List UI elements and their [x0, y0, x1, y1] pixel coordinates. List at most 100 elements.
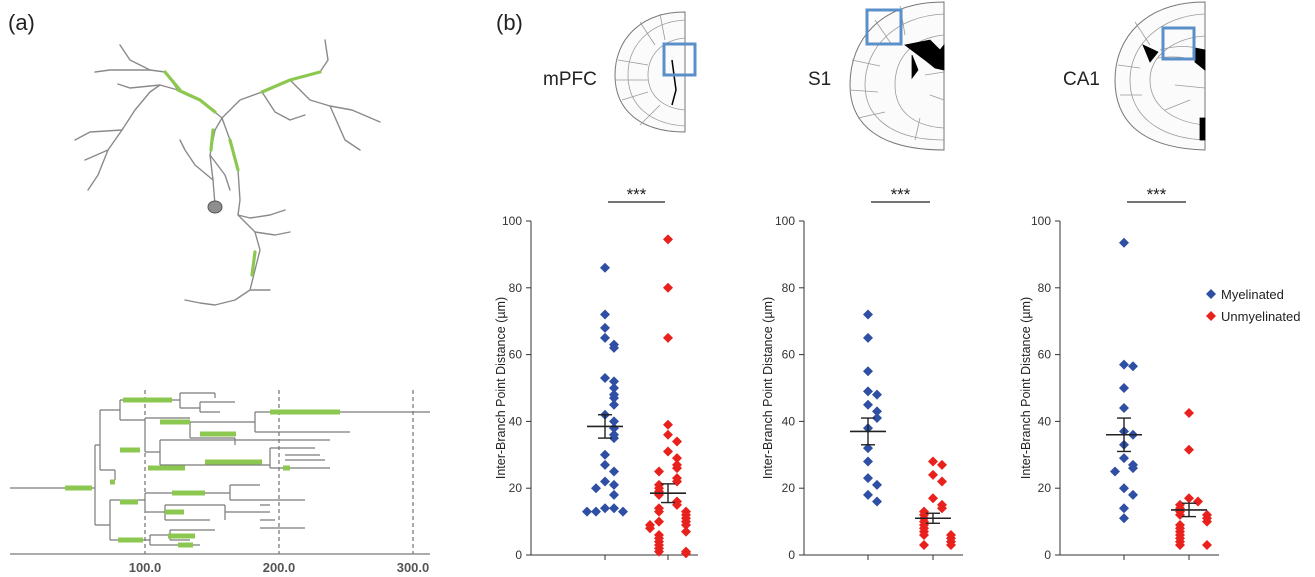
y-tick-label: 20	[782, 481, 796, 495]
data-point-myelinated	[609, 399, 619, 410]
y-tick-label: 100	[1031, 214, 1051, 228]
data-point-unmyelinated	[1184, 408, 1194, 419]
significance-label: ***	[891, 185, 911, 204]
data-point-myelinated	[863, 366, 873, 377]
data-point-unmyelinated	[919, 539, 929, 550]
data-point-myelinated	[863, 456, 873, 467]
data-point-unmyelinated	[1184, 444, 1194, 455]
legend-item-unmyelinated: Unmyelinated	[1206, 309, 1301, 324]
data-point-myelinated	[609, 489, 619, 500]
data-point-myelinated	[863, 309, 873, 320]
data-point-myelinated	[872, 389, 882, 400]
scatter-plots: 0 20 40 60 80 100 Inter-Branch Point Distance …	[494, 185, 1219, 562]
data-point-myelinated	[609, 383, 619, 393]
data-point-unmyelinated	[654, 489, 664, 500]
data-point-myelinated	[618, 506, 628, 517]
data-point-unmyelinated	[937, 476, 947, 487]
data-point-unmyelinated	[681, 548, 691, 559]
data-point-myelinated	[1119, 453, 1129, 464]
y-tick-label: 40	[1038, 414, 1052, 428]
data-point-unmyelinated	[654, 506, 664, 517]
data-point-unmyelinated	[1175, 539, 1185, 550]
y-tick-label: 80	[509, 281, 523, 295]
dendrogram-tick-100: 100.0	[129, 560, 162, 575]
data-point-unmyelinated	[1202, 516, 1212, 527]
data-point-myelinated	[591, 506, 601, 517]
significance-label: ***	[627, 185, 647, 204]
data-point-myelinated	[1128, 463, 1138, 474]
data-point-myelinated	[609, 466, 619, 477]
data-point-unmyelinated	[654, 466, 664, 477]
data-point-unmyelinated	[1184, 493, 1194, 504]
data-point-myelinated	[872, 496, 882, 507]
legend: Myelinated Unmyelinated	[1206, 287, 1301, 324]
data-point-unmyelinated	[654, 516, 664, 527]
y-tick-label: 80	[1038, 281, 1052, 295]
data-point-myelinated	[591, 483, 601, 494]
data-point-myelinated	[582, 506, 592, 517]
roi-box-mpfc	[662, 42, 697, 77]
data-point-myelinated	[872, 479, 882, 490]
dendrogram-tick-300: 300.0	[397, 560, 430, 575]
data-point-unmyelinated	[663, 234, 673, 245]
scatter-plot-mpfc: 0 20 40 60 80 100 Inter-Branch Point Distance …	[494, 185, 698, 562]
roi-box-ca1	[1161, 26, 1196, 61]
data-point-myelinated	[600, 372, 610, 383]
data-point-unmyelinated	[663, 332, 673, 343]
y-tick-label: 100	[502, 214, 522, 228]
legend-label-unmyelinated: Unmyelinated	[1221, 309, 1301, 324]
data-point-unmyelinated	[1202, 539, 1212, 550]
significance-label: ***	[1147, 185, 1167, 204]
y-tick-label: 0	[788, 548, 795, 562]
y-axis-label: Inter-Branch Point Distance (µm)	[761, 297, 775, 479]
y-tick-label: 40	[509, 414, 523, 428]
data-point-myelinated	[1119, 503, 1129, 514]
legend-label-myelinated: Myelinated	[1221, 287, 1284, 302]
data-point-myelinated	[1119, 359, 1129, 370]
y-tick-label: 40	[782, 414, 796, 428]
data-point-unmyelinated	[928, 469, 938, 480]
data-point-myelinated	[1128, 489, 1138, 500]
panel-b-label: (b)	[496, 10, 523, 35]
region-label-ca1: CA1	[1063, 69, 1100, 90]
data-point-myelinated	[1119, 513, 1129, 524]
y-axis-label: Inter-Branch Point Distance (µm)	[494, 297, 508, 479]
y-tick-label: 60	[509, 348, 523, 362]
y-tick-label: 20	[1038, 481, 1052, 495]
data-point-unmyelinated	[937, 503, 947, 514]
data-point-myelinated	[1119, 403, 1129, 414]
data-point-myelinated	[609, 393, 619, 404]
data-point-myelinated	[863, 386, 873, 397]
data-point-unmyelinated	[672, 436, 682, 447]
data-point-unmyelinated	[663, 282, 673, 293]
data-point-unmyelinated	[919, 529, 929, 540]
panel-a-label: (a)	[8, 10, 35, 35]
data-point-myelinated	[600, 332, 610, 343]
scatter-plot-s1: 0 20 40 60 80 100 Inter-Branch Point Distance …	[761, 185, 963, 562]
data-point-myelinated	[600, 503, 610, 514]
y-tick-label: 80	[782, 281, 796, 295]
data-point-myelinated	[609, 423, 619, 434]
region-label-s1: S1	[808, 69, 831, 90]
y-tick-label: 60	[782, 348, 796, 362]
dendrogram: 100.0 200.0 300.0	[10, 390, 430, 575]
data-point-unmyelinated	[672, 463, 682, 474]
brain-section-ca1	[1114, 1, 1206, 151]
data-point-unmyelinated	[1193, 496, 1203, 507]
data-point-unmyelinated	[681, 519, 691, 530]
y-tick-label: 60	[1038, 348, 1052, 362]
brain-section-s1	[849, 1, 945, 151]
data-point-unmyelinated	[654, 546, 664, 557]
region-label-mpfc: mPFC	[543, 69, 597, 90]
data-point-myelinated	[1119, 237, 1129, 248]
y-tick-label: 0	[515, 548, 522, 562]
data-point-unmyelinated	[681, 526, 691, 537]
y-tick-label: 0	[1044, 548, 1051, 562]
data-point-unmyelinated	[928, 456, 938, 467]
data-point-myelinated	[1128, 361, 1138, 372]
data-point-myelinated	[1119, 483, 1129, 494]
data-point-myelinated	[863, 489, 873, 500]
data-point-myelinated	[609, 479, 619, 490]
data-point-unmyelinated	[645, 523, 655, 534]
